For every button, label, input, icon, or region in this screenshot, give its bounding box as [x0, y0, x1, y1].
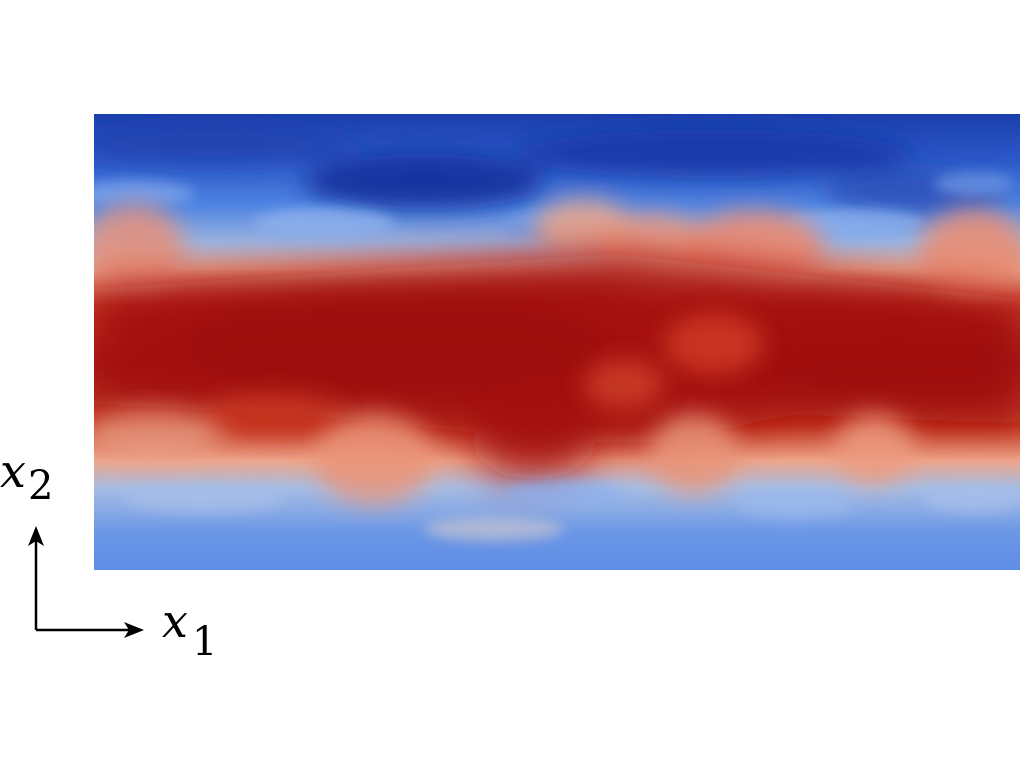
x1-symbol: x: [162, 594, 188, 648]
flow-field-image: [94, 114, 1020, 570]
x2-axis-label: x2: [0, 448, 53, 506]
x2-arrowhead-icon: [28, 526, 44, 546]
x2-subscript: 2: [27, 463, 54, 509]
x1-arrowhead-icon: [124, 622, 144, 638]
x2-symbol: x: [0, 444, 26, 498]
flow-field-panel: [94, 114, 1020, 570]
x1-subscript: 1: [191, 619, 218, 665]
